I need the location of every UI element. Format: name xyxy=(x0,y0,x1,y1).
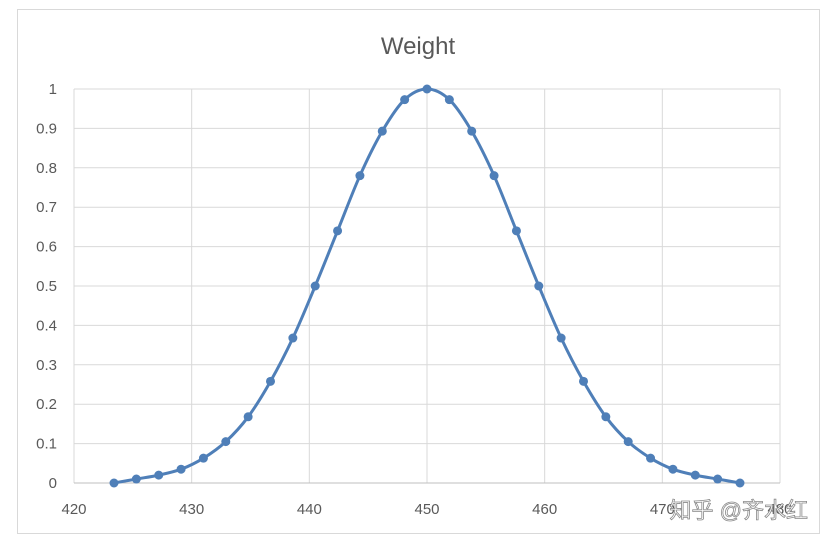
data-point xyxy=(131,474,141,484)
data-point xyxy=(489,171,499,181)
y-tick-label: 0.7 xyxy=(36,199,57,216)
data-point xyxy=(646,453,656,463)
data-point xyxy=(534,281,544,291)
data-point xyxy=(601,412,611,422)
y-tick-label: 0.9 xyxy=(36,120,57,137)
data-point xyxy=(154,470,164,480)
data-point xyxy=(333,226,343,236)
data-point xyxy=(310,281,320,291)
y-tick-label: 0.5 xyxy=(36,278,57,295)
data-point xyxy=(266,376,276,386)
data-point xyxy=(578,376,588,386)
axes: 0 0.1 0.2 0.3 0.4 0.5 0.6 0.7 0.8 0.9 1 420 430 440 45… xyxy=(36,81,792,518)
data-point xyxy=(511,226,521,236)
x-tick-label: 440 xyxy=(297,501,322,518)
data-point xyxy=(176,464,186,474)
y-tick-label: 0.2 xyxy=(36,396,57,413)
y-tick-label: 0.4 xyxy=(36,317,57,334)
y-tick-label: 0.6 xyxy=(36,239,57,256)
x-tick-label: 480 xyxy=(767,501,792,518)
data-point xyxy=(400,95,410,105)
y-tick-label: 0.1 xyxy=(36,436,57,453)
data-point xyxy=(243,412,253,422)
y-tick-label: 0 xyxy=(49,475,57,492)
data-point xyxy=(735,478,745,488)
data-point xyxy=(221,437,231,447)
chart-frame xyxy=(17,9,820,534)
data-point xyxy=(422,84,432,94)
data-point xyxy=(288,333,298,343)
grid xyxy=(73,88,781,483)
data-point xyxy=(444,95,454,105)
data-point xyxy=(355,171,365,181)
data-point xyxy=(668,464,678,474)
y-tick-label: 0.3 xyxy=(36,357,57,374)
x-tick-label: 420 xyxy=(61,501,86,518)
series xyxy=(109,84,745,488)
data-point xyxy=(713,474,723,484)
x-tick-label: 460 xyxy=(532,501,557,518)
x-tick-label: 470 xyxy=(650,501,675,518)
data-point xyxy=(556,333,566,343)
x-tick-label: 430 xyxy=(179,501,204,518)
data-point xyxy=(623,437,633,447)
y-tick-label: 0.8 xyxy=(36,160,57,177)
y-tick-label: 1 xyxy=(49,81,57,98)
data-point xyxy=(377,126,387,136)
chart-title: Weight xyxy=(381,33,456,60)
data-point xyxy=(467,126,477,136)
data-point xyxy=(690,470,700,480)
x-tick-label: 450 xyxy=(414,501,439,518)
data-point xyxy=(198,453,208,463)
data-point xyxy=(109,478,119,488)
watermark-text: 知乎 @齐水红 xyxy=(670,498,808,523)
